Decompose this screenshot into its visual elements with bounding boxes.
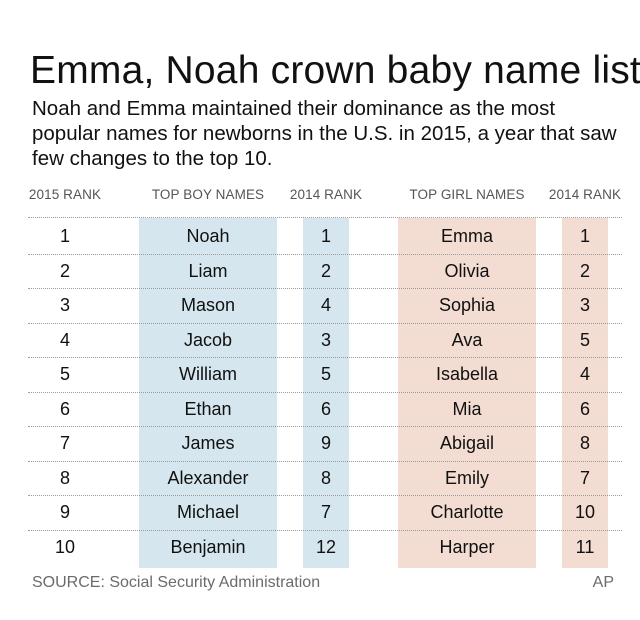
header-top-girl-names: TOP GIRL NAMES bbox=[409, 187, 525, 202]
boy-2014-rank-cell: 9 bbox=[320, 433, 331, 453]
chart-subtitle: Noah and Emma maintained their dominance… bbox=[32, 97, 617, 170]
table-row: 6 Ethan 6 Mia 6 bbox=[0, 392, 640, 427]
girl-2014-rank-cell: 2 bbox=[579, 260, 590, 281]
row-divider bbox=[28, 357, 622, 358]
girl-2014-rank-cell: 11 bbox=[575, 536, 595, 557]
boy-2014-rank-cell: 12 bbox=[315, 536, 337, 557]
row-divider bbox=[28, 426, 622, 427]
table-row: 3 Mason 4 Sophia 3 bbox=[0, 288, 640, 323]
rank-2015-cell: 4 bbox=[59, 329, 70, 350]
girl-names-column-band bbox=[398, 218, 536, 568]
table-row: 7 James 9 Abigail 8 bbox=[0, 426, 640, 461]
rank-2015-cell: 5 bbox=[59, 364, 70, 384]
girl-2014-rank-cell: 3 bbox=[579, 295, 590, 315]
boy-2014-rank-cell: 2 bbox=[320, 260, 331, 281]
table-row: 1 Noah 1 Emma 1 bbox=[0, 219, 640, 254]
girl-name-cell: Isabella bbox=[435, 364, 499, 384]
girl-2014-rank-cell: 6 bbox=[579, 398, 590, 419]
header-boy-2014-rank: 2014 RANK bbox=[289, 187, 363, 202]
row-divider bbox=[28, 495, 622, 496]
row-divider bbox=[28, 322, 622, 324]
rank-2015-cell: 1 bbox=[59, 226, 70, 246]
boy-names-column-band bbox=[139, 218, 277, 568]
girl-2014-rank-cell: 5 bbox=[579, 329, 590, 350]
girl-name-cell: Olivia bbox=[444, 260, 490, 281]
rank-2015-cell: 8 bbox=[59, 467, 70, 488]
boy-name-cell: Liam bbox=[188, 260, 228, 281]
table-row: 4 Jacob 3 Ava 5 bbox=[0, 323, 640, 358]
boy-name-cell: Mason bbox=[180, 295, 236, 315]
boy-name-cell: James bbox=[181, 433, 235, 453]
girl-name-cell: Harper bbox=[439, 536, 495, 557]
girl-name-cell: Charlotte bbox=[430, 502, 504, 522]
girl-name-cell: Sophia bbox=[438, 295, 496, 315]
boy-2014-rank-cell: 6 bbox=[320, 398, 331, 419]
table-row: 8 Alexander 8 Emily 7 bbox=[0, 461, 640, 496]
boy-2014-rank-cell: 3 bbox=[320, 329, 331, 350]
header-top-boy-names: TOP BOY NAMES bbox=[151, 187, 265, 202]
row-divider bbox=[28, 529, 622, 531]
boy-name-cell: Ethan bbox=[184, 398, 232, 419]
row-divider bbox=[28, 460, 622, 462]
row-divider bbox=[28, 217, 622, 218]
boy-name-cell: William bbox=[179, 364, 237, 384]
row-divider bbox=[28, 288, 622, 289]
table-row: 2 Liam 2 Olivia 2 bbox=[0, 254, 640, 289]
girl-name-cell: Abigail bbox=[439, 433, 495, 453]
boy-2014-rank-column-band bbox=[303, 218, 349, 568]
table-row: 5 William 5 Isabella 4 bbox=[0, 357, 640, 392]
girl-name-cell: Emily bbox=[445, 467, 489, 488]
boy-2014-rank-cell: 1 bbox=[320, 226, 331, 246]
girl-2014-rank-column-band bbox=[562, 218, 608, 568]
rank-2015-cell: 6 bbox=[59, 398, 70, 419]
header-girl-2014-rank: 2014 RANK bbox=[548, 187, 622, 202]
row-divider bbox=[28, 391, 622, 393]
rank-2015-cell: 10 bbox=[54, 536, 76, 557]
boy-2014-rank-cell: 8 bbox=[320, 467, 331, 488]
girl-2014-rank-cell: 1 bbox=[579, 226, 590, 246]
rank-2015-cell: 9 bbox=[59, 502, 70, 522]
table-row: 10 Benjamin 12 Harper 11 bbox=[0, 530, 640, 565]
girl-name-cell: Ava bbox=[451, 329, 483, 350]
rank-2015-cell: 3 bbox=[59, 295, 70, 315]
boy-2014-rank-cell: 7 bbox=[320, 502, 331, 522]
girl-2014-rank-cell: 4 bbox=[579, 364, 590, 384]
header-2015-rank: 2015 RANK bbox=[28, 187, 102, 202]
row-divider bbox=[28, 253, 622, 255]
boy-2014-rank-cell: 5 bbox=[320, 364, 331, 384]
boy-2014-rank-cell: 4 bbox=[320, 295, 331, 315]
chart-title: Emma, Noah crown baby name list bbox=[30, 49, 640, 92]
girl-2014-rank-cell: 8 bbox=[579, 433, 590, 453]
credit-label: AP bbox=[592, 574, 614, 591]
boy-name-cell: Benjamin bbox=[170, 536, 246, 557]
girl-name-cell: Emma bbox=[440, 226, 493, 246]
girl-2014-rank-cell: 10 bbox=[574, 502, 596, 522]
boy-name-cell: Alexander bbox=[167, 467, 249, 488]
boy-name-cell: Noah bbox=[186, 226, 230, 246]
rank-2015-cell: 2 bbox=[59, 260, 70, 281]
source-note: SOURCE: Social Security Administration bbox=[32, 574, 321, 591]
boy-name-cell: Jacob bbox=[183, 329, 233, 350]
girl-2014-rank-cell: 7 bbox=[579, 467, 590, 488]
table-row: 9 Michael 7 Charlotte 10 bbox=[0, 495, 640, 530]
boy-name-cell: Michael bbox=[176, 502, 240, 522]
girl-name-cell: Mia bbox=[452, 398, 482, 419]
rank-2015-cell: 7 bbox=[59, 433, 70, 453]
